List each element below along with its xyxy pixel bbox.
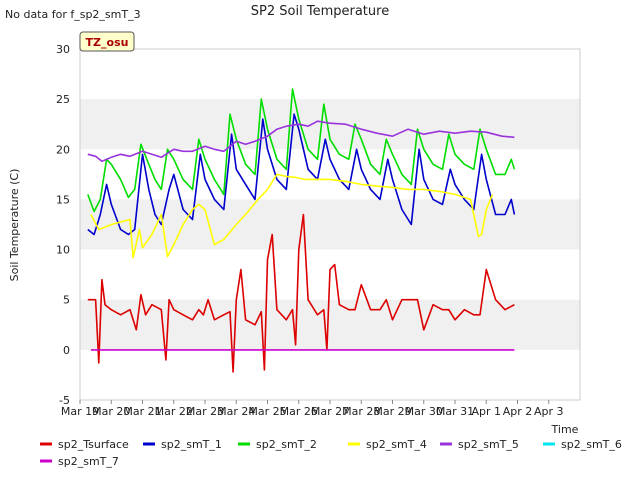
series-line-sp2_smT_2 [87, 88, 516, 213]
x-tick-label: Mar 25 [248, 405, 286, 418]
legend-item-sp2_smT_6: sp2_smT_6 [543, 438, 622, 451]
y-axis-label: Soil Temperature (C) [8, 169, 21, 282]
site-badge: TZ_osu [79, 31, 135, 52]
y-axis-ticks: -5 0 5 10 15 20 25 30 [56, 43, 70, 407]
series-line-sp2_smT_4 [90, 173, 494, 259]
series-line-sp2_smT_5 [87, 120, 515, 163]
legend: sp2_Tsurface sp2_smT_1 sp2_smT_2 sp2_smT_4 s… [40, 438, 622, 468]
legend-item-sp2_smT_7: sp2_smT_7 [40, 455, 119, 468]
grid-band [80, 99, 580, 150]
series-lines [87, 88, 516, 373]
x-tick-label: Mar 31 [436, 405, 474, 418]
legend-label: sp2_smT_4 [366, 438, 427, 451]
site-badge-label: TZ_osu [86, 36, 129, 49]
x-tick-label: Mar 30 [405, 405, 443, 418]
y-tick-label: 5 [63, 294, 70, 307]
legend-label: sp2_Tsurface [58, 438, 129, 451]
x-tick-label: Mar 22 [155, 405, 193, 418]
x-tick-label: Apr 2 [503, 405, 533, 418]
legend-label: sp2_smT_6 [561, 438, 622, 451]
x-tick-label: Mar 19 [61, 405, 99, 418]
x-tick-label: Mar 27 [311, 405, 349, 418]
x-tick-label: Mar 21 [123, 405, 161, 418]
series-line-sp2_smT_1 [87, 113, 516, 236]
legend-item-sp2_smT_1: sp2_smT_1 [143, 438, 222, 451]
x-tick-label: Mar 23 [186, 405, 224, 418]
x-tick-label: Apr 1 [471, 405, 501, 418]
no-data-note: No data for f_sp2_smT_3 [5, 8, 141, 21]
legend-item-sp2_smT_5: sp2_smT_5 [440, 438, 519, 451]
legend-item-sp2_smT_4: sp2_smT_4 [348, 438, 427, 451]
legend-label: sp2_smT_5 [458, 438, 519, 451]
x-tick-label: Mar 29 [373, 405, 411, 418]
series-line-sp2_Tsurface [87, 213, 515, 373]
y-tick-label: -5 [59, 394, 70, 407]
x-axis-label: Time [551, 423, 579, 436]
y-tick-label: 25 [56, 93, 70, 106]
y-tick-label: 20 [56, 143, 70, 156]
legend-item-sp2_smT_2: sp2_smT_2 [238, 438, 317, 451]
y-tick-label: 30 [56, 43, 70, 56]
legend-label: sp2_smT_1 [161, 438, 222, 451]
y-tick-label: 0 [63, 344, 70, 357]
x-tick-label: Mar 20 [92, 405, 130, 418]
legend-label: sp2_smT_2 [256, 438, 317, 451]
plot-bands [80, 49, 580, 400]
x-tick-label: Apr 3 [534, 405, 564, 418]
x-tick-label: Mar 24 [217, 405, 255, 418]
chart-title: SP2 Soil Temperature [251, 4, 389, 19]
legend-label: sp2_smT_7 [58, 455, 119, 468]
x-tick-label: Mar 26 [280, 405, 318, 418]
legend-item-sp2_Tsurface: sp2_Tsurface [40, 438, 129, 451]
grid-band [80, 199, 580, 250]
y-tick-label: 15 [56, 193, 70, 206]
y-tick-label: 10 [56, 244, 70, 257]
x-tick-label: Mar 28 [342, 405, 380, 418]
